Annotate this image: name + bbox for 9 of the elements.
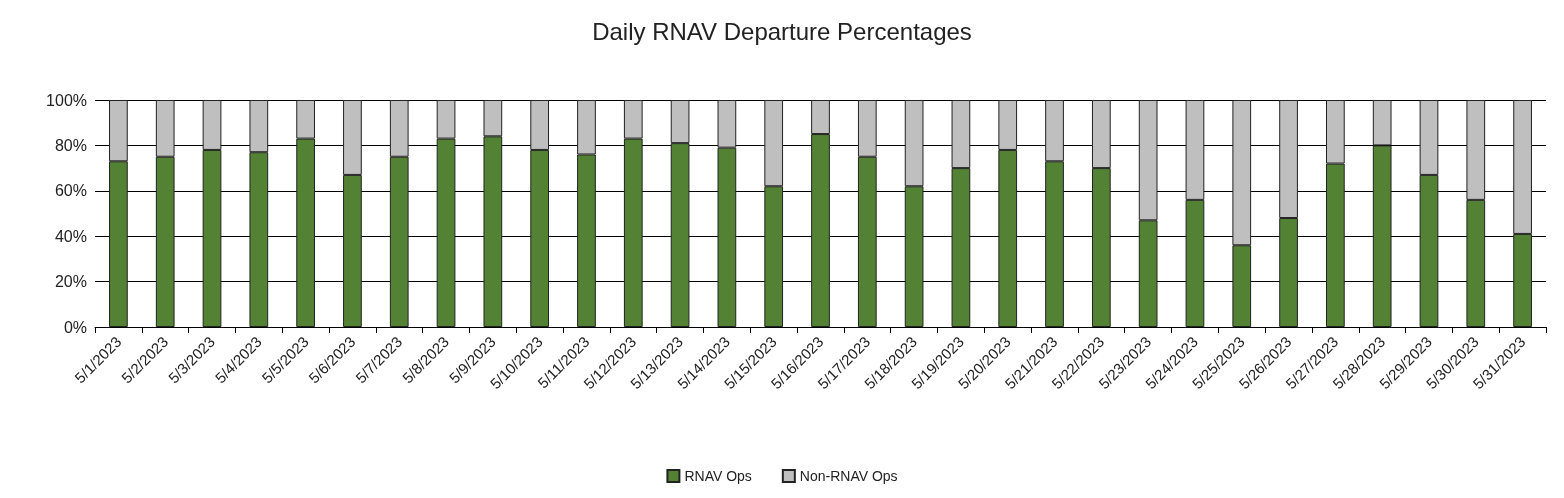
y-tick-label: 40% <box>54 227 87 245</box>
y-tick-label: 80% <box>54 136 87 154</box>
y-tick-label: 20% <box>54 273 87 291</box>
y-tick-label: 100% <box>46 91 87 109</box>
legend-label: RNAV Ops <box>684 468 752 484</box>
legend-label: Non-RNAV Ops <box>799 468 898 484</box>
y-tick-label: 60% <box>54 182 87 200</box>
y-tick-label: 0% <box>63 318 87 336</box>
chart-title: Daily RNAV Departure Percentages <box>592 17 972 45</box>
